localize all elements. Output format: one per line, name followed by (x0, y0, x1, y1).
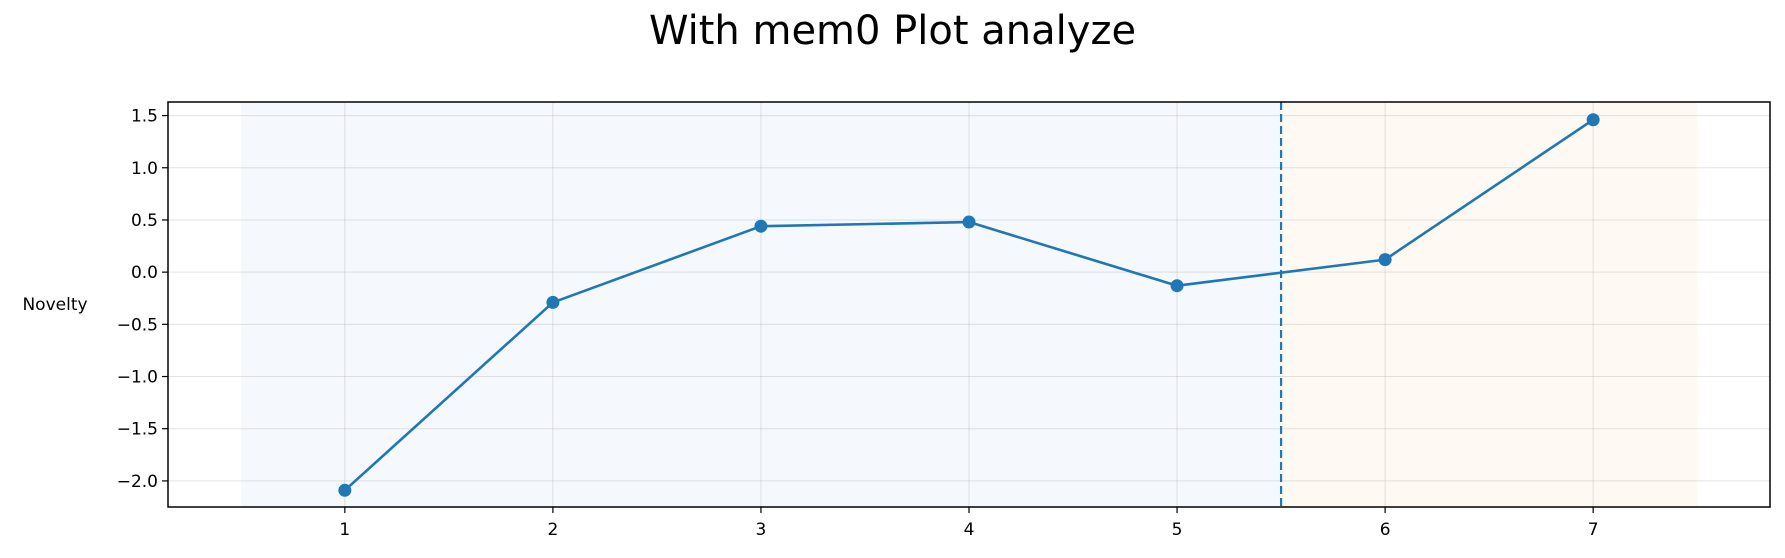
y-tick-label-3: 0.5 (131, 211, 158, 231)
y-tick-label-6: −1.0 (117, 368, 158, 388)
x-tick-label-5: 5 (1172, 520, 1183, 540)
x-tick-label-2: 2 (547, 520, 558, 540)
data-point-3 (754, 219, 768, 233)
data-point-2 (546, 295, 560, 309)
y-tick-label-8: −2.0 (117, 472, 158, 492)
data-point-6 (1378, 253, 1392, 267)
grid-lines (168, 102, 1770, 507)
y-tick-label-2: 1.0 (131, 159, 158, 179)
x-tick-label-7: 7 (1588, 520, 1599, 540)
x-tick-label-1: 1 (339, 520, 350, 540)
x-axis-ticks: 1 2 3 4 5 6 7 (339, 507, 1599, 540)
y-axis-label: Novelty (22, 295, 87, 315)
y-tick-label-1: 1.5 (131, 107, 158, 127)
y-tick-label-5: −0.5 (117, 315, 158, 335)
x-tick-label-4: 4 (964, 520, 975, 540)
x-tick-label-3: 3 (756, 520, 767, 540)
data-point-7 (1586, 113, 1600, 127)
chart-title: With mem0 Plot analyze (648, 8, 1137, 54)
data-point-4 (962, 215, 976, 229)
data-point-1 (338, 483, 352, 497)
region-1 (240, 102, 1282, 507)
y-axis-ticks: 1.5 1.0 0.5 0.0 −0.5 −1.0 −1.5 −2.0 (117, 107, 168, 492)
data-point-5 (1170, 279, 1184, 293)
x-tick-label-6: 6 (1380, 520, 1391, 540)
background-regions (240, 102, 1698, 507)
region-2 (1281, 102, 1698, 507)
y-tick-label-4: 0.0 (131, 263, 158, 283)
y-tick-label-7: −1.5 (117, 420, 158, 440)
series-group (338, 113, 1600, 497)
